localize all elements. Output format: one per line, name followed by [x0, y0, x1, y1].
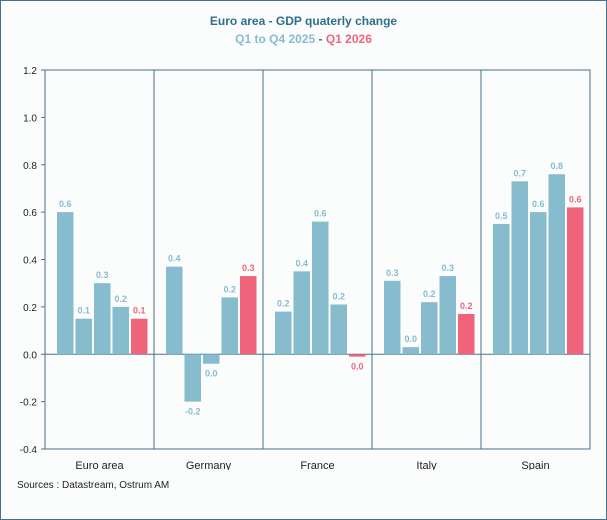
bar: [421, 302, 438, 355]
bar: [203, 354, 220, 364]
bar: [548, 174, 565, 355]
bar: [567, 207, 584, 355]
bar: [530, 212, 547, 355]
y-tick-label: -0.2: [20, 398, 38, 409]
data-label: 0.3: [386, 268, 399, 278]
bar: [293, 271, 310, 355]
bar: [384, 280, 401, 355]
data-label: 0.2: [332, 292, 345, 302]
y-tick-label: 0.4: [23, 256, 37, 267]
data-label: 0.2: [277, 299, 290, 309]
subtitle-2026: Q1 2026: [325, 32, 372, 46]
data-label: 0.0: [351, 362, 364, 372]
data-label: 0.3: [96, 270, 109, 280]
y-tick-label: 0.0: [23, 350, 37, 361]
subtitle-separator: -: [315, 32, 326, 46]
x-category-label: France: [300, 460, 334, 470]
data-label: 0.2: [460, 301, 473, 311]
data-label: 0.6: [569, 194, 582, 204]
data-label: 0.2: [223, 284, 236, 294]
data-label: 0.1: [77, 306, 90, 316]
bar: [511, 181, 528, 355]
y-tick-label: -0.4: [20, 445, 38, 456]
data-label: 0.3: [242, 263, 255, 273]
bar: [184, 354, 201, 402]
bar: [221, 297, 238, 355]
bar: [75, 318, 92, 355]
x-category-label: Spain: [521, 460, 549, 470]
data-label: 0.2: [423, 289, 436, 299]
bar: [57, 212, 74, 355]
x-category-label: Germany: [186, 460, 232, 470]
data-label: 0.4: [295, 258, 308, 268]
bar: [275, 311, 292, 355]
data-label: 0.0: [404, 334, 417, 344]
bar: [240, 276, 257, 355]
data-label: 0.1: [133, 306, 146, 316]
bar: [131, 318, 148, 355]
bar: [112, 306, 129, 355]
bar: [493, 223, 510, 355]
bar: [349, 354, 366, 357]
y-tick-label: 1.0: [23, 113, 37, 124]
chart-subtitle: Q1 to Q4 2025 - Q1 2026: [0, 32, 607, 46]
y-tick-label: 0.6: [23, 208, 37, 219]
y-tick-label: 0.8: [23, 161, 37, 172]
source-note: Sources : Datastream, Ostrum AM: [17, 480, 170, 491]
data-label: 0.5: [495, 211, 508, 221]
data-label: 0.4: [168, 254, 181, 264]
bar-chart: 1.2 1.0 0.8 0.6 0.4 0.2 0.0 -0.2 -0.4 0.6 0.1 0.3 0.…: [20, 66, 591, 470]
data-label: 0.3: [441, 263, 454, 273]
data-label: 0.6: [532, 199, 545, 209]
data-label: 0.7: [513, 168, 526, 178]
data-label: 0.6: [59, 199, 72, 209]
bar: [458, 313, 475, 355]
chart-title: Euro area - GDP quaterly change: [209, 14, 398, 28]
data-label: 0.8: [550, 161, 563, 171]
subtitle-2025: Q1 to Q4 2025: [235, 32, 316, 46]
bar: [166, 266, 183, 355]
y-tick-label: 0.2: [23, 303, 37, 314]
y-tick-label: 1.2: [23, 66, 37, 77]
bar: [402, 347, 419, 355]
x-category-label: Italy: [416, 460, 437, 470]
bar: [312, 221, 329, 355]
bar: [439, 276, 456, 355]
x-category-label: Euro area: [75, 460, 124, 470]
data-label: -0.2: [185, 407, 201, 417]
data-label: 0.0: [205, 369, 218, 379]
data-label: 0.6: [314, 209, 327, 219]
data-label: 0.2: [114, 294, 127, 304]
bar: [330, 304, 347, 355]
bar: [94, 283, 111, 355]
